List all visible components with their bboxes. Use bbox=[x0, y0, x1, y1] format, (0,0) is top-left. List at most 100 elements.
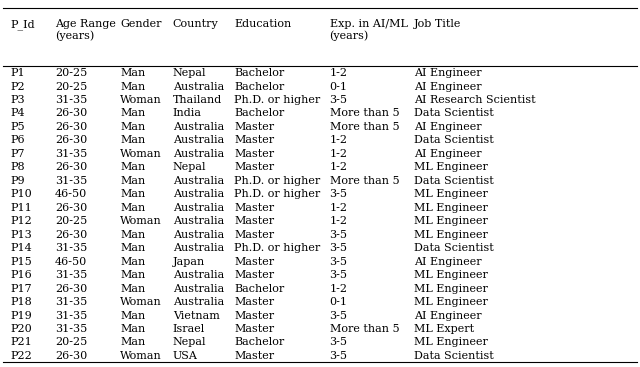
Text: P16: P16 bbox=[10, 270, 32, 280]
Text: 1-2: 1-2 bbox=[330, 68, 348, 78]
Text: ML Engineer: ML Engineer bbox=[414, 270, 488, 280]
Text: P17: P17 bbox=[10, 284, 32, 294]
Text: Gender: Gender bbox=[120, 19, 162, 29]
Text: P11: P11 bbox=[10, 203, 32, 213]
Text: ML Engineer: ML Engineer bbox=[414, 338, 488, 348]
Text: Master: Master bbox=[234, 230, 275, 240]
Text: Master: Master bbox=[234, 162, 275, 172]
Text: Master: Master bbox=[234, 310, 275, 320]
Text: Man: Man bbox=[120, 176, 145, 186]
Text: Australia: Australia bbox=[173, 176, 224, 186]
Text: 0-1: 0-1 bbox=[330, 81, 348, 91]
Text: Ph.D. or higher: Ph.D. or higher bbox=[234, 176, 321, 186]
Text: Master: Master bbox=[234, 351, 275, 361]
Text: Data Scientist: Data Scientist bbox=[414, 351, 493, 361]
Text: 31-35: 31-35 bbox=[55, 310, 87, 320]
Text: P5: P5 bbox=[10, 122, 25, 132]
Text: 3-5: 3-5 bbox=[330, 338, 348, 348]
Text: Australia: Australia bbox=[173, 81, 224, 91]
Text: 31-35: 31-35 bbox=[55, 95, 87, 105]
Text: USA: USA bbox=[173, 351, 198, 361]
Text: 26-30: 26-30 bbox=[55, 284, 87, 294]
Text: 26-30: 26-30 bbox=[55, 230, 87, 240]
Text: AI Engineer: AI Engineer bbox=[414, 310, 481, 320]
Text: 3-5: 3-5 bbox=[330, 310, 348, 320]
Text: Job Title: Job Title bbox=[414, 19, 461, 29]
Text: 20-25: 20-25 bbox=[55, 338, 87, 348]
Text: Master: Master bbox=[234, 270, 275, 280]
Text: P18: P18 bbox=[10, 297, 32, 307]
Text: Australia: Australia bbox=[173, 297, 224, 307]
Text: Man: Man bbox=[120, 162, 145, 172]
Text: P3: P3 bbox=[10, 95, 25, 105]
Text: Man: Man bbox=[120, 230, 145, 240]
Text: Master: Master bbox=[234, 203, 275, 213]
Text: 3-5: 3-5 bbox=[330, 243, 348, 253]
Text: Bachelor: Bachelor bbox=[234, 68, 285, 78]
Text: Australia: Australia bbox=[173, 149, 224, 159]
Text: 3-5: 3-5 bbox=[330, 189, 348, 199]
Text: Man: Man bbox=[120, 284, 145, 294]
Text: Man: Man bbox=[120, 122, 145, 132]
Text: P10: P10 bbox=[10, 189, 32, 199]
Text: Woman: Woman bbox=[120, 95, 162, 105]
Text: 0-1: 0-1 bbox=[330, 297, 348, 307]
Text: Australia: Australia bbox=[173, 203, 224, 213]
Text: 46-50: 46-50 bbox=[55, 257, 87, 267]
Text: Exp. in AI/ML
(years): Exp. in AI/ML (years) bbox=[330, 19, 408, 41]
Text: Man: Man bbox=[120, 310, 145, 320]
Text: Man: Man bbox=[120, 81, 145, 91]
Text: Man: Man bbox=[120, 189, 145, 199]
Text: More than 5: More than 5 bbox=[330, 109, 399, 119]
Text: 20-25: 20-25 bbox=[55, 216, 87, 226]
Text: P14: P14 bbox=[10, 243, 32, 253]
Text: Woman: Woman bbox=[120, 351, 162, 361]
Text: ML Engineer: ML Engineer bbox=[414, 203, 488, 213]
Text: Man: Man bbox=[120, 257, 145, 267]
Text: AI Engineer: AI Engineer bbox=[414, 81, 481, 91]
Text: AI Engineer: AI Engineer bbox=[414, 122, 481, 132]
Text: ML Engineer: ML Engineer bbox=[414, 216, 488, 226]
Text: Master: Master bbox=[234, 324, 275, 334]
Text: 3-5: 3-5 bbox=[330, 257, 348, 267]
Text: P8: P8 bbox=[10, 162, 25, 172]
Text: P19: P19 bbox=[10, 310, 32, 320]
Text: 1-2: 1-2 bbox=[330, 216, 348, 226]
Text: 31-35: 31-35 bbox=[55, 243, 87, 253]
Text: Man: Man bbox=[120, 109, 145, 119]
Text: 1-2: 1-2 bbox=[330, 203, 348, 213]
Text: More than 5: More than 5 bbox=[330, 122, 399, 132]
Text: 20-25: 20-25 bbox=[55, 81, 87, 91]
Text: Man: Man bbox=[120, 68, 145, 78]
Text: Bachelor: Bachelor bbox=[234, 109, 285, 119]
Text: Man: Man bbox=[120, 324, 145, 334]
Text: ML Engineer: ML Engineer bbox=[414, 297, 488, 307]
Text: Japan: Japan bbox=[173, 257, 205, 267]
Text: Australia: Australia bbox=[173, 135, 224, 145]
Text: P9: P9 bbox=[10, 176, 25, 186]
Text: P2: P2 bbox=[10, 81, 25, 91]
Text: 31-35: 31-35 bbox=[55, 324, 87, 334]
Text: Woman: Woman bbox=[120, 297, 162, 307]
Text: Data Scientist: Data Scientist bbox=[414, 176, 493, 186]
Text: Thailand: Thailand bbox=[173, 95, 222, 105]
Text: P12: P12 bbox=[10, 216, 32, 226]
Text: ML Engineer: ML Engineer bbox=[414, 230, 488, 240]
Text: Nepal: Nepal bbox=[173, 338, 206, 348]
Text: Master: Master bbox=[234, 122, 275, 132]
Text: P6: P6 bbox=[10, 135, 25, 145]
Text: Master: Master bbox=[234, 216, 275, 226]
Text: Israel: Israel bbox=[173, 324, 205, 334]
Text: 26-30: 26-30 bbox=[55, 135, 87, 145]
Text: P15: P15 bbox=[10, 257, 32, 267]
Text: P22: P22 bbox=[10, 351, 32, 361]
Text: Australia: Australia bbox=[173, 216, 224, 226]
Text: Data Scientist: Data Scientist bbox=[414, 135, 493, 145]
Text: Ph.D. or higher: Ph.D. or higher bbox=[234, 189, 321, 199]
Text: Ph.D. or higher: Ph.D. or higher bbox=[234, 243, 321, 253]
Text: 3-5: 3-5 bbox=[330, 230, 348, 240]
Text: 31-35: 31-35 bbox=[55, 176, 87, 186]
Text: Master: Master bbox=[234, 257, 275, 267]
Text: 26-30: 26-30 bbox=[55, 351, 87, 361]
Text: More than 5: More than 5 bbox=[330, 324, 399, 334]
